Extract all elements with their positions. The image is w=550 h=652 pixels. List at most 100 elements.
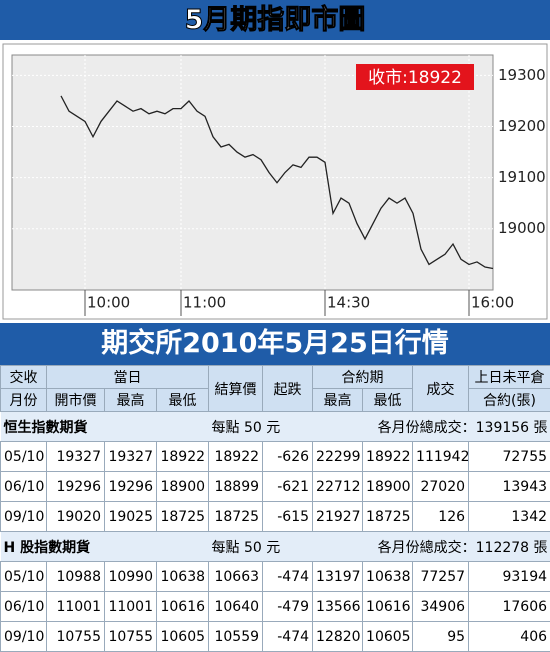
- table-cell: 18900: [157, 472, 209, 502]
- table-cell: 12820: [313, 622, 363, 652]
- table-cell: 10638: [157, 562, 209, 592]
- plot-area: [12, 55, 493, 290]
- table-cell: 10616: [363, 592, 413, 622]
- y-tick-label: 19300: [498, 66, 546, 84]
- table-cell: -621: [263, 472, 313, 502]
- table-cell: 13943: [469, 472, 550, 502]
- table-cell: 11001: [105, 592, 157, 622]
- table-row: 交收當日結算價起跌合約期成交上日未平倉: [1, 366, 550, 389]
- x-tick-label: 10:00: [87, 294, 130, 312]
- table-cell: 05/10: [1, 442, 47, 472]
- header-cell: 起跌: [263, 366, 313, 412]
- table-cell: 126: [413, 502, 469, 532]
- table-cell: 1342: [469, 502, 550, 532]
- table-cell: 18922: [363, 442, 413, 472]
- table-cell: 10638: [363, 562, 413, 592]
- table-cell: 19327: [47, 442, 105, 472]
- table-cell: 77257: [413, 562, 469, 592]
- table-cell: 10755: [105, 622, 157, 652]
- chart: 5月期指即市圖 19000 19100 19200 19300 10:00 11:00 14…: [0, 0, 550, 322]
- y-tick-label: 19200: [498, 117, 546, 135]
- section-name: H 股指數期貨: [1, 532, 209, 562]
- table-cell: 05/10: [1, 562, 47, 592]
- header-cell: 最高: [105, 389, 157, 412]
- table-cell: 18725: [363, 502, 413, 532]
- y-tick-label: 19000: [498, 219, 546, 237]
- table-cell: 18900: [363, 472, 413, 502]
- table-cell: 19020: [47, 502, 105, 532]
- header-cell: 交收: [1, 366, 47, 389]
- table-cell: -474: [263, 622, 313, 652]
- table-cell: 406: [469, 622, 550, 652]
- header-cell: 最低: [363, 389, 413, 412]
- table-cell: 10559: [209, 622, 263, 652]
- table-cell: 09/10: [1, 502, 47, 532]
- table-cell: 17606: [469, 592, 550, 622]
- table-title: 期交所2010年5月25日行情: [0, 323, 550, 365]
- table-cell: 10663: [209, 562, 263, 592]
- header-cell: 合約(張): [469, 389, 550, 412]
- table-cell: 21927: [313, 502, 363, 532]
- section-name: 恒生指數期貨: [1, 412, 209, 442]
- table-cell: 72755: [469, 442, 550, 472]
- table-cell: 22299: [313, 442, 363, 472]
- table-cell: 18922: [157, 442, 209, 472]
- header-cell: 上日未平倉: [469, 366, 550, 389]
- annotation: 收市:18922: [368, 68, 462, 88]
- header-cell: 開市價: [47, 389, 105, 412]
- table-cell: 19296: [47, 472, 105, 502]
- table-cell: 09/10: [1, 622, 47, 652]
- quote-table: 交收當日結算價起跌合約期成交上日未平倉月份開市價最高最低最高最低合約(張)恒生指…: [0, 365, 550, 652]
- x-tick-label: 14:30: [327, 294, 370, 312]
- table-cell: 13197: [313, 562, 363, 592]
- table-cell: 10988: [47, 562, 105, 592]
- table-cell: 19327: [105, 442, 157, 472]
- table-cell: -615: [263, 502, 313, 532]
- x-tick-label: 16:00: [471, 294, 514, 312]
- header-cell: 最低: [157, 389, 209, 412]
- table-cell: 10605: [363, 622, 413, 652]
- header-cell: 結算價: [209, 366, 263, 412]
- table-row: H 股指數期貨每點 50 元各月份總成交：112278 張: [1, 532, 550, 562]
- table-cell: 18899: [209, 472, 263, 502]
- table-cell: -474: [263, 562, 313, 592]
- table-cell: 19025: [105, 502, 157, 532]
- chart-title: 5月期指即市圖: [185, 4, 366, 36]
- table-cell: 93194: [469, 562, 550, 592]
- table-cell: 10616: [157, 592, 209, 622]
- table-cell: 18922: [209, 442, 263, 472]
- table-cell: 10605: [157, 622, 209, 652]
- table-cell: 22712: [313, 472, 363, 502]
- table-cell: 19296: [105, 472, 157, 502]
- header-cell: 成交: [413, 366, 469, 412]
- table-cell: 18725: [157, 502, 209, 532]
- point-value: 每點 50 元: [209, 532, 313, 562]
- table-cell: 06/10: [1, 472, 47, 502]
- point-value: 每點 50 元: [209, 412, 313, 442]
- total-volume: 各月份總成交：139156 張: [313, 412, 550, 442]
- header-cell: 最高: [313, 389, 363, 412]
- table-cell: 18725: [209, 502, 263, 532]
- table-cell: 10990: [105, 562, 157, 592]
- table-cell: -626: [263, 442, 313, 472]
- table-cell: 34906: [413, 592, 469, 622]
- table-row: 恒生指數期貨每點 50 元各月份總成交：139156 張: [1, 412, 550, 442]
- table-cell: -479: [263, 592, 313, 622]
- table-cell: 95: [413, 622, 469, 652]
- table-cell: 11001: [47, 592, 105, 622]
- table-cell: 27020: [413, 472, 469, 502]
- y-tick-label: 19100: [498, 168, 546, 186]
- table-cell: 10755: [47, 622, 105, 652]
- header-cell: 月份: [1, 389, 47, 412]
- total-volume: 各月份總成交：112278 張: [313, 532, 550, 562]
- x-tick-label: 11:00: [183, 294, 226, 312]
- table-cell: 13566: [313, 592, 363, 622]
- header-cell: 合約期: [313, 366, 413, 389]
